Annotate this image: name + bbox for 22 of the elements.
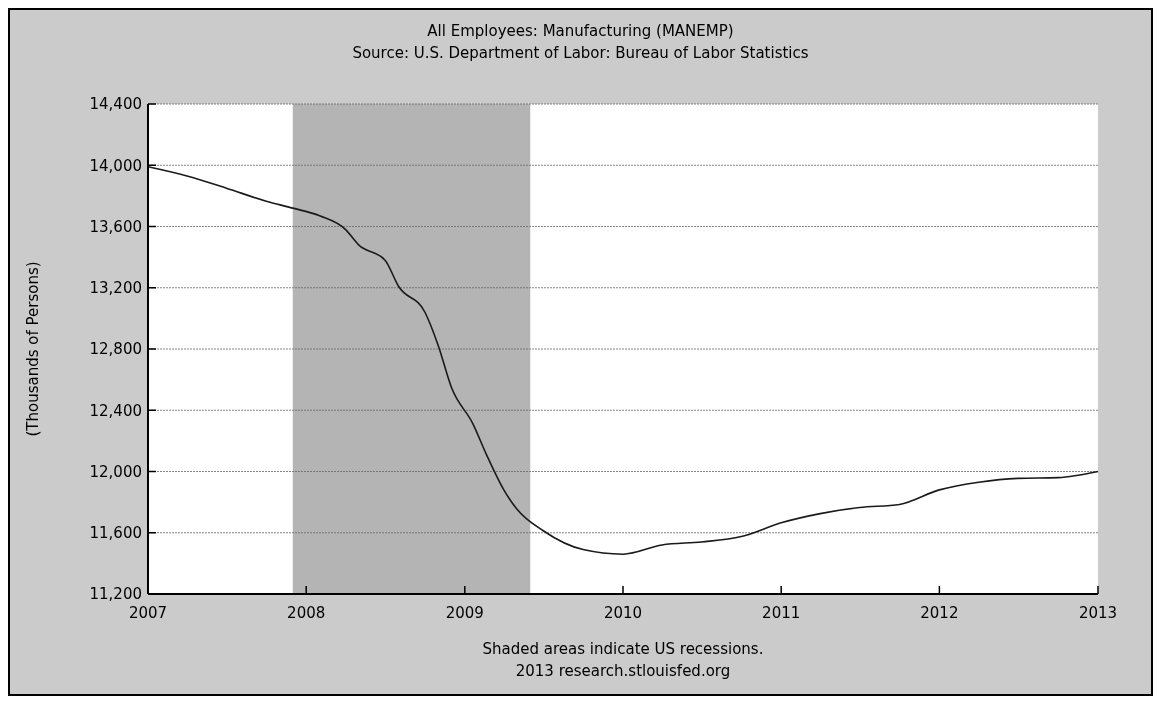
y-tick-label: 12,800: [89, 340, 142, 359]
line-series: [147, 165, 1099, 555]
x-tick-label: 2008: [287, 604, 326, 622]
text: Shaded areas indicate US recessions.: [482, 640, 764, 658]
x-tick-label: 2009: [445, 604, 484, 622]
y-tick-label: 11,200: [89, 585, 142, 604]
y-tick-label: 13,200: [89, 279, 142, 297]
chart-title: All Employees: Manufacturing (MANEMP): [427, 22, 734, 40]
y-tick-label: 14,000: [89, 156, 142, 175]
x-tick-label: 2013: [1078, 604, 1118, 622]
x-tick-label: 2011: [762, 604, 801, 622]
x-tick-label: 2012: [920, 604, 959, 622]
y-tick-label: 13,600: [89, 217, 142, 236]
y-tick-label: 12,000: [89, 462, 142, 481]
x-tick-label: 2007: [128, 604, 168, 622]
chart-subtitle: Source: U.S. Department of Labor: Bureau of Labor Statistics: [352, 44, 809, 62]
y-tick-label: 14,400: [89, 95, 142, 114]
x-tick-label: 2010: [603, 604, 643, 622]
y-tick-label: 11,600: [89, 524, 142, 542]
y-axis-title: (Thousands of Persons): [24, 261, 42, 437]
y-tick-label: 12,400: [89, 401, 142, 420]
text: 2013 research.stlouisfed.org: [515, 662, 731, 680]
